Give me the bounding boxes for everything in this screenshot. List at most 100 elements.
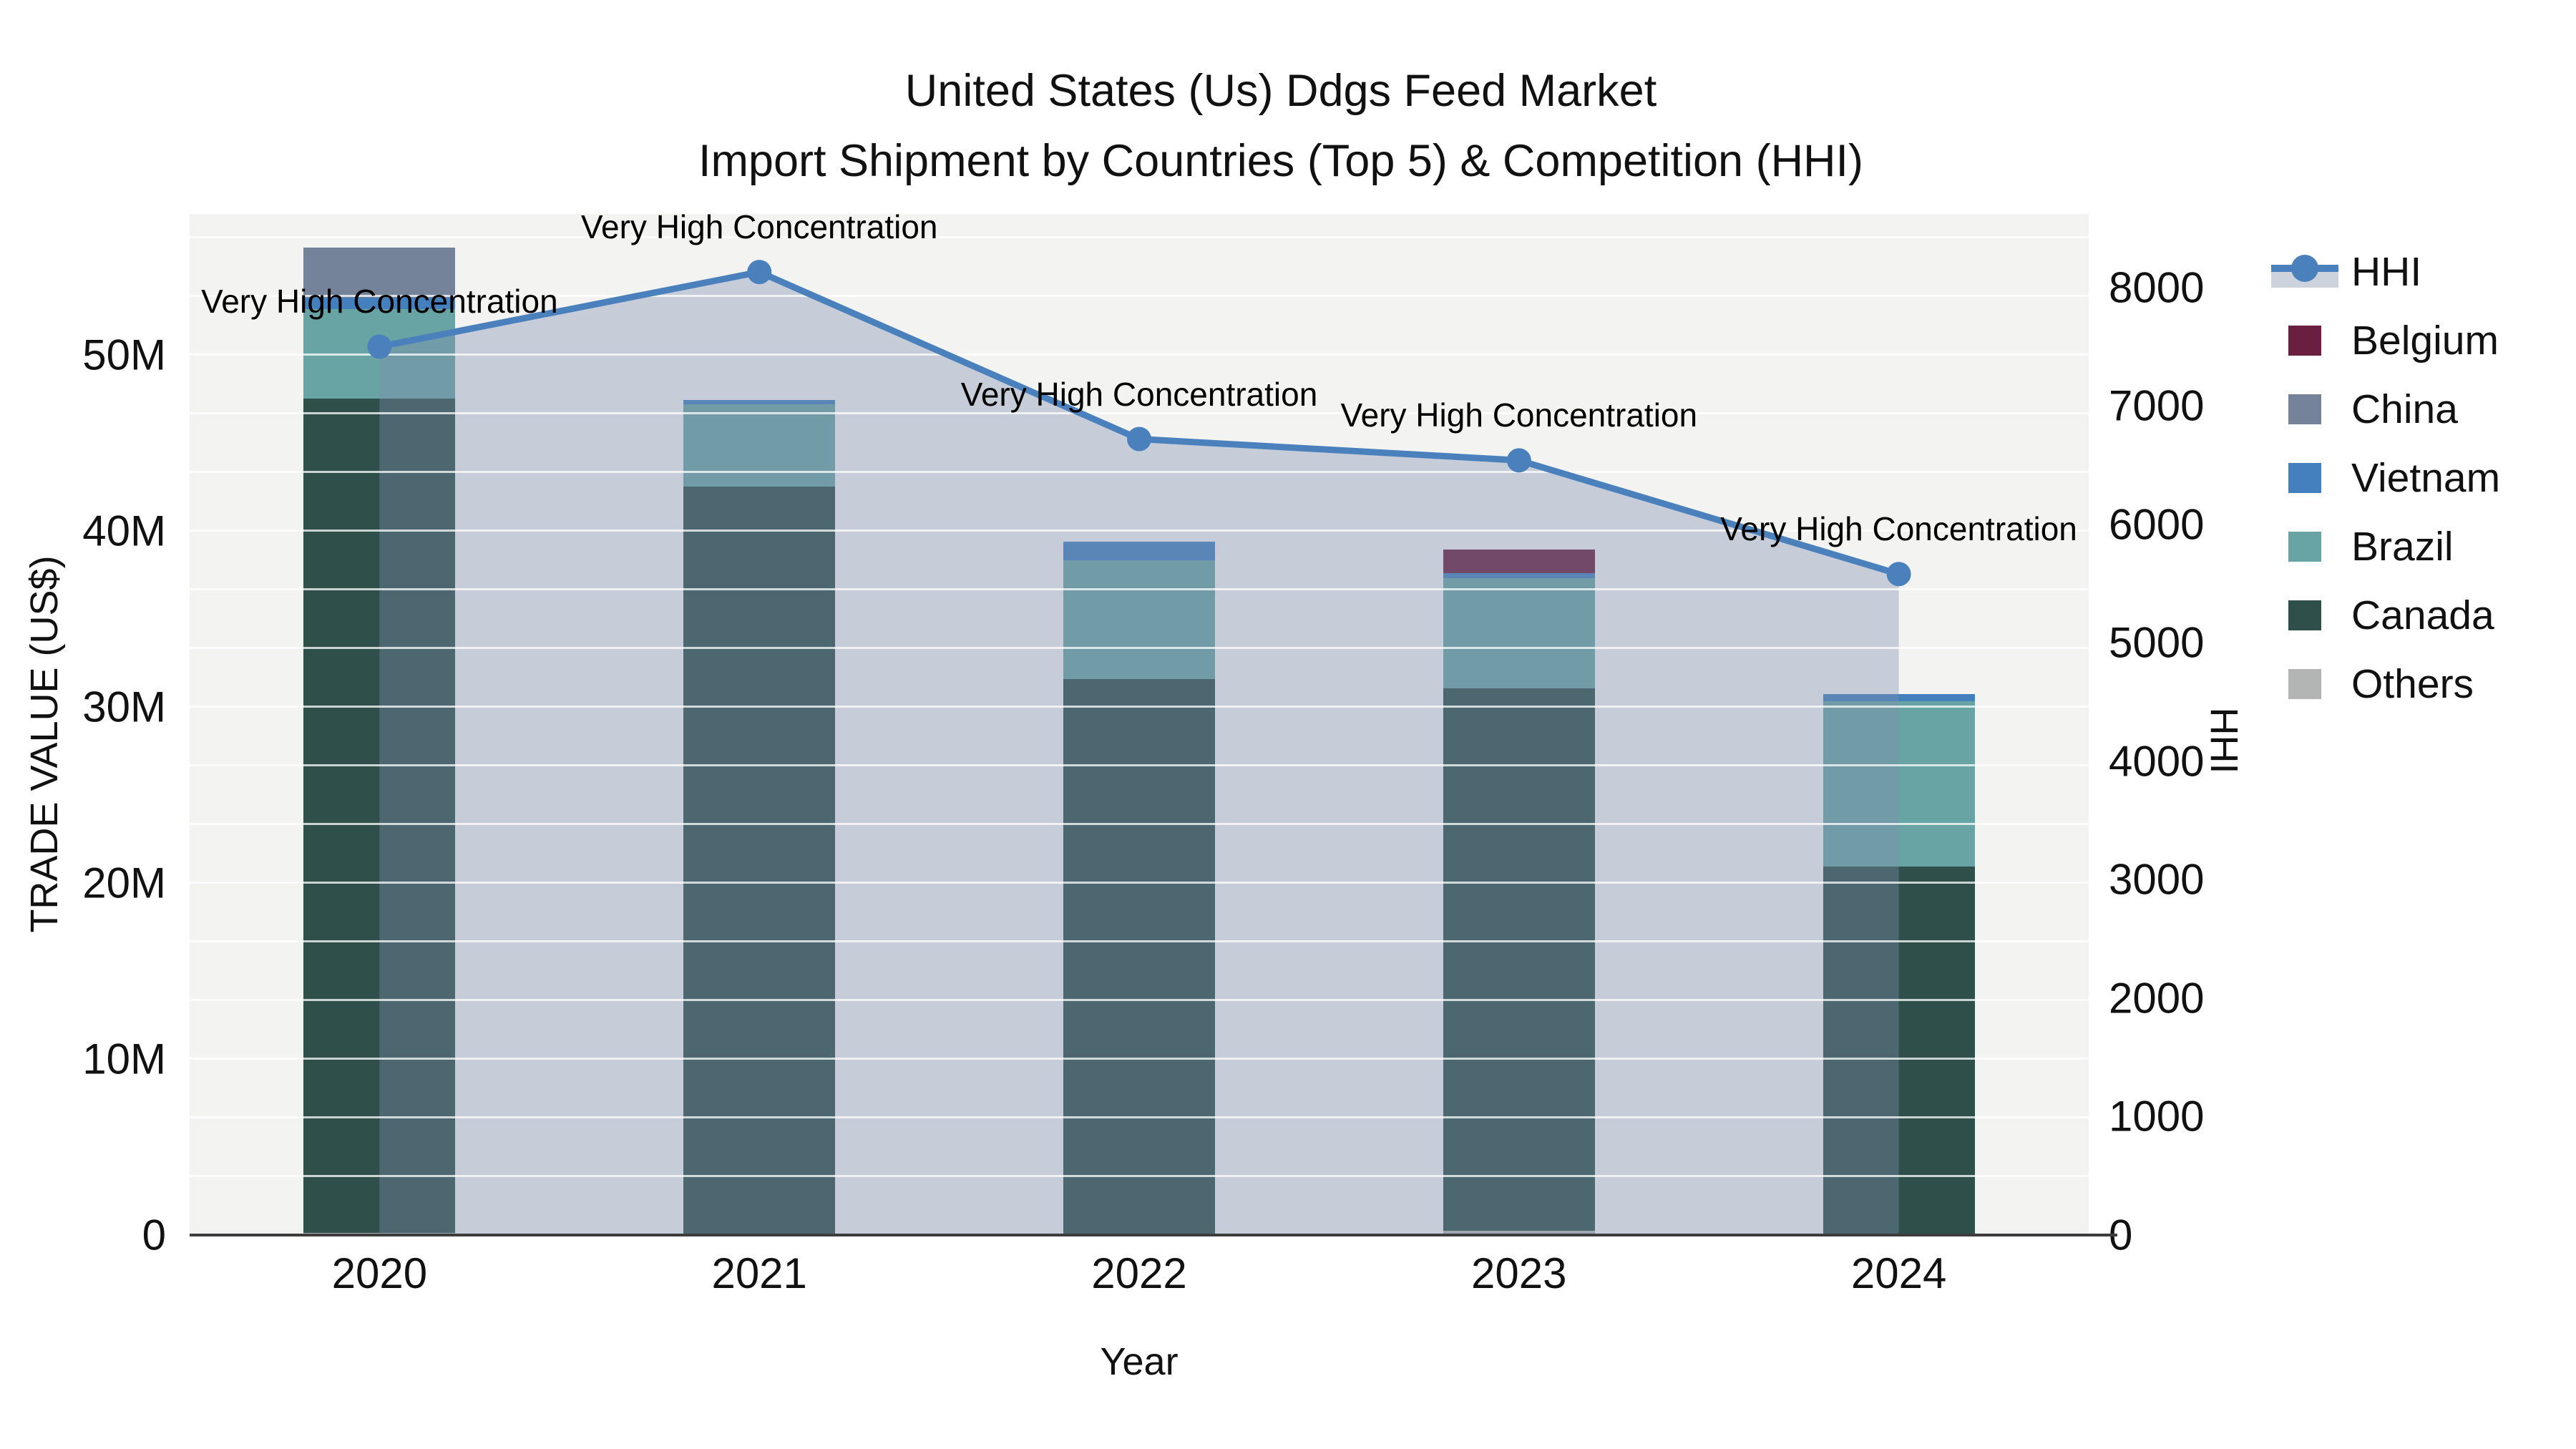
hhi-line-layer	[190, 214, 2089, 1235]
legend-item-canada: Canada	[2288, 581, 2500, 650]
gridline	[190, 412, 2089, 415]
gridline	[190, 471, 2089, 474]
legend-label-canada: Canada	[2351, 592, 2494, 638]
hhi-marker-2020	[367, 334, 392, 359]
hhi-marker-2023	[1506, 448, 1531, 473]
bar-segment-canada-2024	[1823, 867, 1975, 1235]
gridline	[190, 1175, 2089, 1178]
y-left-tick-10M: 10M	[82, 1035, 166, 1083]
bar-segment-vietnam-2021	[683, 399, 836, 404]
plot-area: Very High Concentration Very High Concent…	[190, 208, 2117, 1236]
bar-segment-vietnam-2022	[1063, 541, 1215, 560]
legend-swatch-others	[2288, 669, 2321, 699]
gridline	[190, 999, 2089, 1002]
bar-segment-china-2020	[303, 247, 456, 298]
annotation-2024: Very High Concentration	[1720, 510, 2077, 548]
x-tick-2021: 2021	[711, 1249, 807, 1297]
bar-segment-brazil-2023	[1443, 578, 1595, 689]
hhi-area-fill	[379, 272, 1899, 1235]
x-axis-spine	[190, 1234, 2117, 1236]
chart-title: United States (Us) Ddgs Feed Market Impo…	[698, 56, 1863, 196]
bar-segment-canada-2020	[303, 398, 456, 1234]
bar-segment-others-2023	[1443, 1231, 1595, 1235]
y-axis-title-right: HHI	[2202, 707, 2245, 774]
y-left-tick-20M: 20M	[82, 859, 166, 907]
x-tick-2022: 2022	[1091, 1249, 1187, 1297]
bar-segment-canada-2023	[1443, 688, 1595, 1231]
y-left-tick-30M: 30M	[82, 683, 166, 731]
chart-title-line2: Import Shipment by Countries (Top 5) & C…	[698, 136, 1864, 186]
y-right-tick-4000: 4000	[2109, 737, 2205, 786]
bar-segment-vietnam-2020	[303, 297, 456, 309]
annotation-2021: Very High Concentration	[580, 208, 938, 246]
gridline	[190, 647, 2089, 650]
gridline	[190, 764, 2089, 767]
gridline	[190, 1116, 2089, 1119]
legend-swatch-china	[2288, 394, 2321, 424]
legend-item-vietnam: Vietnam	[2288, 444, 2500, 512]
bars-layer	[190, 214, 2089, 1235]
y-left-tick-50M: 50M	[82, 331, 166, 379]
legend-item-hhi: HHI	[2271, 238, 2500, 306]
y-right-tick-8000: 8000	[2109, 263, 2205, 312]
hhi-marker-2021	[747, 260, 772, 285]
bar-segment-canada-2022	[1063, 679, 1215, 1234]
y-right-tick-7000: 7000	[2109, 381, 2205, 430]
legend-swatch-brazil	[2288, 532, 2321, 562]
hhi-marker-2022	[1127, 426, 1151, 452]
legend-label-hhi: HHI	[2351, 249, 2422, 295]
y-left-tick-40M: 40M	[82, 507, 166, 555]
legend-item-others: Others	[2288, 650, 2500, 718]
gridline	[190, 1058, 2089, 1060]
bar-segment-vietnam-2024	[1823, 693, 1975, 701]
legend-label-others: Others	[2351, 661, 2474, 707]
legend-item-china: China	[2288, 375, 2500, 444]
annotation-2023: Very High Concentration	[1340, 396, 1698, 434]
y-right-tick-5000: 5000	[2109, 618, 2205, 667]
x-axis-title: Year	[1100, 1340, 1179, 1383]
legend-hhi-marker-dot	[2291, 255, 2318, 282]
gridline	[190, 940, 2089, 943]
legend-item-brazil: Brazil	[2288, 512, 2500, 581]
bar-segment-brazil-2024	[1823, 701, 1975, 867]
legend-item-belgium: Belgium	[2288, 306, 2500, 375]
annotation-2022: Very High Concentration	[960, 375, 1318, 413]
y-right-tick-3000: 3000	[2109, 855, 2205, 904]
legend-label-vietnam: Vietnam	[2351, 455, 2501, 501]
y-right-tick-1000: 1000	[2109, 1092, 2205, 1141]
gridline	[190, 530, 2089, 532]
chart-title-line1: United States (Us) Ddgs Feed Market	[904, 66, 1657, 116]
gridline	[190, 706, 2089, 708]
bar-segment-belgium-2023	[1443, 550, 1595, 574]
gridline	[190, 236, 2089, 239]
legend: HHI Belgium China Vietnam Brazil Canada Others	[2271, 238, 2500, 718]
y-left-tick-0: 0	[142, 1211, 166, 1259]
legend-swatch-belgium	[2288, 326, 2321, 356]
gridlines-layer	[190, 214, 2089, 1235]
annotation-2020: Very High Concentration	[201, 283, 558, 321]
bar-segment-canada-2021	[683, 487, 836, 1234]
x-tick-2020: 2020	[331, 1249, 428, 1297]
annotations-layer: Very High Concentration Very High Concent…	[190, 208, 2089, 1235]
y-right-tick-6000: 6000	[2109, 500, 2205, 549]
hhi-area-fill-layer	[190, 214, 2089, 1235]
legend-label-belgium: Belgium	[2351, 318, 2499, 364]
bar-segment-vietnam-2023	[1443, 573, 1595, 579]
gridline	[190, 882, 2089, 884]
hhi-marker-2024	[1886, 562, 1911, 587]
legend-label-brazil: Brazil	[2351, 524, 2454, 570]
gridline	[190, 823, 2089, 826]
x-tick-2024: 2024	[1850, 1249, 1947, 1297]
legend-swatch-canada	[2288, 600, 2321, 630]
gridline	[190, 295, 2089, 298]
y-right-tick-2000: 2000	[2109, 974, 2205, 1023]
x-tick-2023: 2023	[1471, 1249, 1567, 1297]
gridline	[190, 353, 2089, 356]
bar-segment-brazil-2022	[1063, 560, 1215, 679]
gridline	[190, 588, 2089, 591]
legend-swatch-vietnam	[2288, 463, 2321, 493]
legend-label-china: China	[2351, 386, 2458, 432]
legend-hhi-line-swatch-icon	[2271, 253, 2338, 291]
y-axis-title-left: TRADE VALUE (US$)	[23, 555, 66, 933]
